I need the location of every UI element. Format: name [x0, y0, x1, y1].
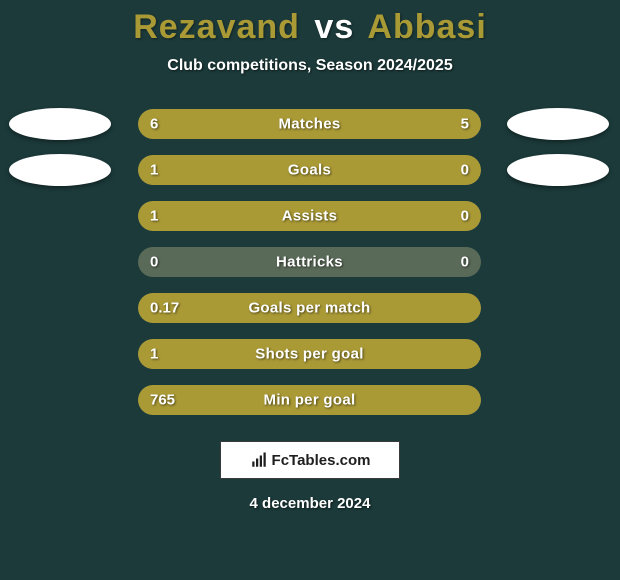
stat-bar-track: Shots per goal1 — [138, 339, 481, 369]
stat-value-right: 0 — [461, 208, 469, 225]
stat-label: Goals per match — [138, 300, 481, 317]
stat-bar-track: Goals1 0 — [138, 155, 481, 185]
stat-bar-track: Hattricks0 0 — [138, 247, 481, 277]
team-badge-right — [507, 154, 609, 186]
stat-value-right: 0 — [461, 162, 469, 179]
stat-label: Assists — [138, 208, 481, 225]
stat-bar-track: Min per goal765 — [138, 385, 481, 415]
stat-value-left: 1 — [150, 208, 158, 225]
team-badge-left — [9, 108, 111, 140]
stat-row: Hattricks0 0 — [0, 239, 620, 285]
stat-value-left: 6 — [150, 116, 158, 133]
stat-row: Shots per goal1 — [0, 331, 620, 377]
stat-value-left: 1 — [150, 346, 158, 363]
stat-label: Goals — [138, 162, 481, 179]
stat-value-left: 0.17 — [150, 300, 179, 317]
player1-name: Rezavand — [133, 8, 300, 46]
team-badge-left — [9, 154, 111, 186]
stat-bar-track: Goals per match0.17 — [138, 293, 481, 323]
stat-label: Matches — [138, 116, 481, 133]
stat-bar-track: Assists1 0 — [138, 201, 481, 231]
stat-value-left: 765 — [150, 392, 175, 409]
stat-value-left: 1 — [150, 162, 158, 179]
player2-name: Abbasi — [367, 8, 486, 46]
stat-rows: Matches65Goals10Assists10Hattricks00Goal… — [0, 101, 620, 423]
stat-label: Hattricks — [138, 254, 481, 271]
stat-row: Goals1 0 — [0, 147, 620, 193]
team-badge-right — [507, 108, 609, 140]
logo-box: FcTables.com — [220, 441, 400, 479]
stat-value-right: 5 — [461, 116, 469, 133]
chart-icon — [250, 451, 268, 469]
stat-value-left: 0 — [150, 254, 158, 271]
stat-row: Assists1 0 — [0, 193, 620, 239]
subtitle: Club competitions, Season 2024/2025 — [0, 57, 620, 75]
stat-row: Matches6 5 — [0, 101, 620, 147]
container: Rezavand vs Abbasi Club competitions, Se… — [0, 0, 620, 580]
stat-bar-track: Matches6 5 — [138, 109, 481, 139]
stat-row: Goals per match0.17 — [0, 285, 620, 331]
vs-text: vs — [314, 8, 354, 46]
page-title: Rezavand vs Abbasi — [0, 8, 620, 47]
stat-value-right: 0 — [461, 254, 469, 271]
date-text: 4 december 2024 — [0, 495, 620, 512]
stat-label: Min per goal — [138, 392, 481, 409]
stat-label: Shots per goal — [138, 346, 481, 363]
stat-row: Min per goal765 — [0, 377, 620, 423]
logo-text: FcTables.com — [272, 452, 371, 469]
